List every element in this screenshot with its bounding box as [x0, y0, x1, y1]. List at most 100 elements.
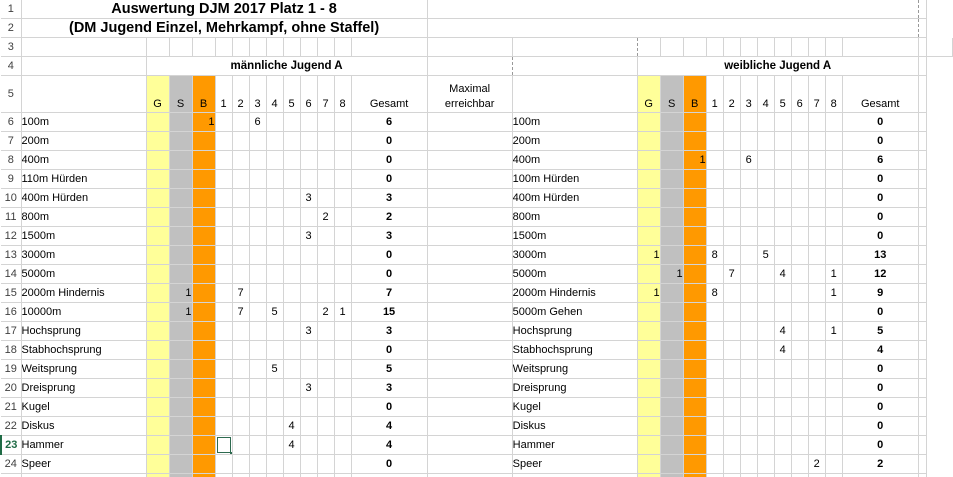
right-place-cell-7[interactable] [808, 264, 826, 284]
left-medal-cell-s[interactable] [169, 397, 193, 417]
maximal-cell[interactable] [427, 321, 513, 341]
left-medal-cell-g[interactable] [146, 473, 170, 477]
right-place-cell-7[interactable] [808, 435, 826, 455]
right-row-total[interactable]: 4 [842, 340, 919, 360]
left-place-cell-7[interactable] [317, 321, 335, 341]
left-row-total[interactable]: 2 [351, 207, 428, 227]
right-medal-cell-g[interactable] [637, 378, 661, 398]
right-place-cell-2[interactable] [723, 435, 741, 455]
left-place-cell-3[interactable] [249, 397, 267, 417]
left-medal-cell-g[interactable] [146, 397, 170, 417]
right-place-cell-3[interactable] [740, 264, 758, 284]
right-place-cell-1[interactable] [706, 454, 724, 474]
left-place-cell-3[interactable] [249, 188, 267, 208]
right-place-cell-3[interactable] [740, 416, 758, 436]
left-place-cell-3[interactable] [249, 302, 267, 322]
left-place-cell-8[interactable] [334, 435, 352, 455]
left-medal-cell-g[interactable] [146, 264, 170, 284]
blank-cell[interactable] [512, 37, 638, 57]
right-place-cell-6[interactable] [791, 264, 809, 284]
right-place-cell-3[interactable] [740, 226, 758, 246]
right-place-cell-5[interactable] [774, 359, 792, 379]
left-row-total[interactable]: 7 [351, 283, 428, 303]
row-header-9[interactable]: 9 [1, 169, 22, 189]
left-place-cell-8[interactable] [334, 207, 352, 227]
right-place-cell-7[interactable] [808, 378, 826, 398]
right-place-cell-8[interactable] [825, 245, 843, 265]
row-header-5[interactable]: 5 [1, 75, 22, 113]
right-place-cell-6[interactable] [791, 226, 809, 246]
right-place-cell-5[interactable]: 4 [774, 340, 792, 360]
right-place-cell-8[interactable] [825, 340, 843, 360]
right-medal-cell-b[interactable] [683, 169, 707, 189]
left-event-name[interactable]: 400m Hürden [20, 188, 147, 208]
left-medal-cell-b[interactable] [192, 245, 216, 265]
right-place-cell-7[interactable] [808, 283, 826, 303]
right-medal-cell-s[interactable] [660, 169, 684, 189]
left-place-cell-2[interactable]: 7 [232, 473, 250, 477]
right-place-cell-6[interactable] [791, 321, 809, 341]
row-header-11[interactable]: 11 [1, 207, 22, 227]
blank-cell[interactable] [192, 37, 216, 57]
row-header-7[interactable]: 7 [1, 131, 22, 151]
left-medal-cell-g[interactable] [146, 131, 170, 151]
right-row-total[interactable]: 12 [842, 264, 919, 284]
left-medal-cell-b[interactable] [192, 454, 216, 474]
right-place-cell-5[interactable] [774, 454, 792, 474]
right-place-cell-2[interactable] [723, 321, 741, 341]
right-medal-cell-g[interactable]: 1 [637, 245, 661, 265]
left-place-cell-4[interactable] [266, 245, 284, 265]
right-medal-cell-b[interactable] [683, 302, 707, 322]
blank-cell[interactable] [512, 56, 638, 76]
left-place-cell-5[interactable] [283, 340, 301, 360]
left-medal-cell-s[interactable]: 1 [169, 302, 193, 322]
right-place-cell-8[interactable] [825, 454, 843, 474]
blank-cell[interactable] [317, 37, 335, 57]
left-place-cell-1[interactable] [215, 340, 233, 360]
left-medal-cell-b[interactable] [192, 283, 216, 303]
right-place-cell-2[interactable] [723, 112, 741, 132]
right-event-name[interactable]: Hammer [511, 435, 638, 455]
right-medal-cell-g[interactable] [637, 264, 661, 284]
right-place-cell-2[interactable] [723, 150, 741, 170]
left-medal-cell-g[interactable] [146, 302, 170, 322]
right-place-cell-2[interactable] [723, 473, 741, 477]
right-medal-cell-b[interactable] [683, 435, 707, 455]
right-place-cell-4[interactable] [757, 378, 775, 398]
left-place-cell-5[interactable] [283, 283, 301, 303]
right-event-name[interactable]: 400m Hürden [511, 188, 638, 208]
right-place-cell-6[interactable] [791, 473, 809, 477]
left-medal-cell-g[interactable] [146, 188, 170, 208]
right-place-cell-1[interactable] [706, 112, 724, 132]
right-event-name[interactable]: 800m [511, 207, 638, 227]
right-medal-cell-b[interactable] [683, 131, 707, 151]
blank-cell[interactable] [21, 37, 147, 57]
left-medal-cell-g[interactable] [146, 435, 170, 455]
right-place-cell-4[interactable]: 5 [757, 245, 775, 265]
right-medal-cell-g[interactable] [637, 397, 661, 417]
right-event-name[interactable]: Hochsprung [511, 321, 638, 341]
right-place-cell-5[interactable] [774, 283, 792, 303]
right-place-cell-3[interactable] [740, 131, 758, 151]
right-medal-cell-b[interactable] [683, 397, 707, 417]
left-place-cell-5[interactable] [283, 397, 301, 417]
left-place-cell-4[interactable] [266, 226, 284, 246]
right-medal-cell-g[interactable] [637, 188, 661, 208]
left-event-name[interactable]: Weitsprung [20, 359, 147, 379]
left-medal-cell-b[interactable] [192, 150, 216, 170]
left-row-total[interactable]: 0 [351, 245, 428, 265]
right-row-total[interactable]: 0 [842, 112, 919, 132]
left-place-cell-8[interactable]: 1 [334, 473, 352, 477]
left-place-cell-6[interactable] [300, 454, 318, 474]
blank-cell[interactable] [351, 37, 428, 57]
left-medal-cell-b[interactable] [192, 131, 216, 151]
right-place-cell-8[interactable] [825, 188, 843, 208]
right-place-cell-3[interactable] [740, 340, 758, 360]
left-place-cell-3[interactable] [249, 340, 267, 360]
right-place-cell-5[interactable] [774, 473, 792, 477]
left-place-cell-2[interactable] [232, 131, 250, 151]
right-place-cell-5[interactable] [774, 378, 792, 398]
left-event-name[interactable]: Diskus [20, 416, 147, 436]
left-place-cell-4[interactable] [266, 454, 284, 474]
blank-cell[interactable] [232, 37, 250, 57]
